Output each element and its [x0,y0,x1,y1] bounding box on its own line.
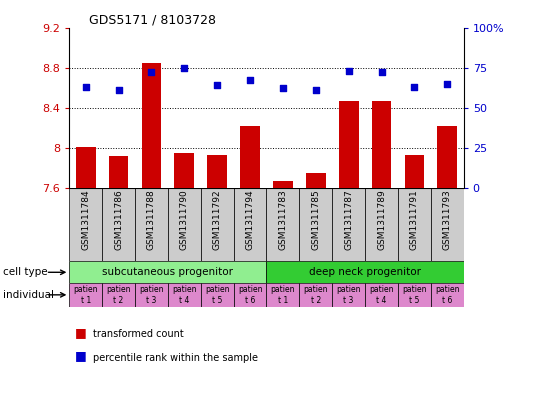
Point [180,64,189,71]
Text: deep neck progenitor: deep neck progenitor [309,267,421,277]
Text: t 3: t 3 [146,296,157,305]
Bar [266,261,464,283]
Text: t 2: t 2 [311,296,321,305]
Bar [372,101,391,188]
Text: ■: ■ [75,349,86,362]
Text: patien: patien [205,285,229,294]
Bar [339,101,359,188]
Bar [365,188,398,261]
Bar [102,188,135,261]
Bar [365,283,398,307]
Bar [207,155,227,188]
Bar [266,188,300,261]
Text: GSM1311786: GSM1311786 [114,189,123,250]
Bar [168,188,201,261]
Point [213,82,221,88]
Text: t 6: t 6 [245,296,255,305]
Text: patien: patien [271,285,295,294]
Bar [398,188,431,261]
Bar [332,283,365,307]
Text: patien: patien [304,285,328,294]
Text: t 1: t 1 [80,296,91,305]
Text: transformed count: transformed count [93,329,184,339]
Text: t 3: t 3 [343,296,354,305]
Text: patien: patien [238,285,262,294]
Bar [332,188,365,261]
Bar [69,261,266,283]
Point [279,85,287,92]
Text: GSM1311788: GSM1311788 [147,189,156,250]
Point [147,69,156,75]
Text: GSM1311792: GSM1311792 [213,189,222,250]
Bar [201,188,233,261]
Text: subcutaneous progenitor: subcutaneous progenitor [102,267,233,277]
Bar [168,283,201,307]
Text: GSM1311785: GSM1311785 [311,189,320,250]
Bar [109,156,128,188]
Text: GSM1311784: GSM1311784 [81,189,90,250]
Text: GDS5171 / 8103728: GDS5171 / 8103728 [89,13,216,26]
Text: patien: patien [107,285,131,294]
Text: t 2: t 2 [114,296,124,305]
Bar [174,153,194,188]
Text: patien: patien [402,285,426,294]
Text: patien: patien [139,285,164,294]
Bar [240,126,260,188]
Bar [405,155,424,188]
Bar [201,283,233,307]
Bar [431,283,464,307]
Text: t 5: t 5 [409,296,419,305]
Text: GSM1311789: GSM1311789 [377,189,386,250]
Bar [398,283,431,307]
Text: t 4: t 4 [376,296,387,305]
Point [82,84,90,90]
Bar [233,188,266,261]
Bar [300,188,332,261]
Bar [306,173,326,188]
Text: GSM1311790: GSM1311790 [180,189,189,250]
Text: patien: patien [172,285,197,294]
Point [377,69,386,75]
Text: patien: patien [74,285,98,294]
Bar [142,62,161,188]
Bar [69,188,102,261]
Text: ■: ■ [75,325,86,339]
Text: t 1: t 1 [278,296,288,305]
Bar [438,126,457,188]
Bar [69,283,102,307]
Text: patien: patien [369,285,394,294]
Point [114,87,123,93]
Text: cell type: cell type [3,267,47,277]
Text: t 6: t 6 [442,296,453,305]
Text: GSM1311787: GSM1311787 [344,189,353,250]
Bar [431,188,464,261]
Text: percentile rank within the sample: percentile rank within the sample [93,353,259,363]
Point [311,87,320,93]
Text: patien: patien [435,285,459,294]
Bar [233,283,266,307]
Bar [135,283,168,307]
Text: GSM1311783: GSM1311783 [278,189,287,250]
Bar [266,283,300,307]
Bar [273,181,293,188]
Point [344,68,353,74]
Text: t 5: t 5 [212,296,222,305]
Text: patien: patien [336,285,361,294]
Bar [300,283,332,307]
Text: GSM1311793: GSM1311793 [443,189,452,250]
Text: t 4: t 4 [179,296,190,305]
Text: individual: individual [3,290,54,300]
Text: GSM1311794: GSM1311794 [246,189,255,250]
Point [410,84,418,90]
Bar [76,147,95,188]
Point [246,77,254,84]
Point [443,81,451,87]
Text: GSM1311791: GSM1311791 [410,189,419,250]
Bar [102,283,135,307]
Bar [135,188,168,261]
